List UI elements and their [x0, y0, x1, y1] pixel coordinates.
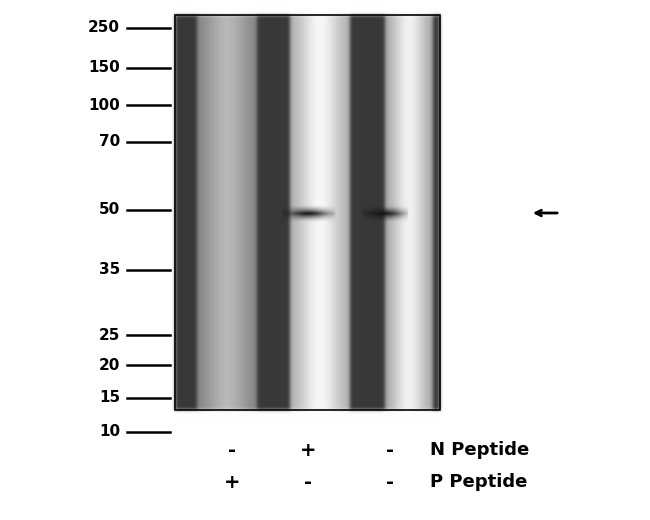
- Text: 70: 70: [99, 135, 120, 150]
- Text: -: -: [386, 440, 394, 460]
- Text: 25: 25: [99, 328, 120, 343]
- Text: 10: 10: [99, 424, 120, 439]
- Text: 100: 100: [88, 98, 120, 112]
- Text: 15: 15: [99, 391, 120, 406]
- Text: -: -: [304, 473, 312, 491]
- Text: 20: 20: [99, 358, 120, 372]
- Bar: [175, 15, 440, 410]
- Text: +: +: [224, 473, 240, 491]
- Text: 150: 150: [88, 60, 120, 75]
- Text: 35: 35: [99, 263, 120, 278]
- Text: +: +: [300, 440, 317, 460]
- Text: -: -: [386, 473, 394, 491]
- Text: N Peptide: N Peptide: [430, 441, 529, 459]
- Text: 50: 50: [99, 202, 120, 217]
- Text: 250: 250: [88, 20, 120, 35]
- Text: -: -: [228, 440, 236, 460]
- Text: P Peptide: P Peptide: [430, 473, 527, 491]
